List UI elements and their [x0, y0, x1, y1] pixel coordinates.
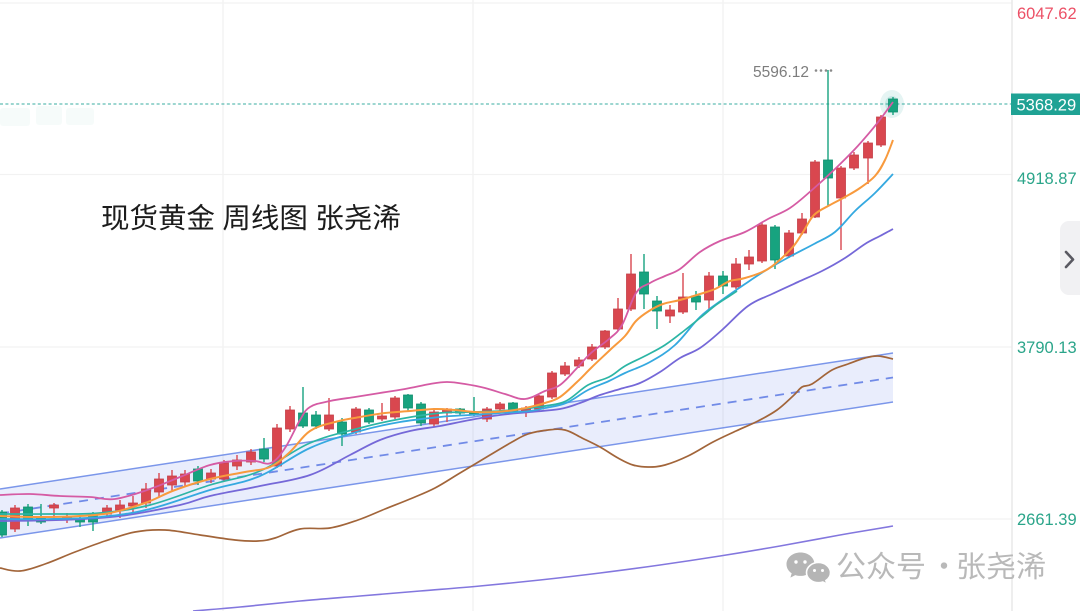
- svg-text:5368.29: 5368.29: [1017, 97, 1077, 115]
- svg-text:5596.12: 5596.12: [753, 64, 809, 81]
- svg-text:4918.87: 4918.87: [1017, 170, 1077, 188]
- svg-text:6047.62: 6047.62: [1017, 5, 1077, 23]
- svg-text:2661.39: 2661.39: [1017, 511, 1077, 529]
- svg-text:3790.13: 3790.13: [1017, 339, 1077, 357]
